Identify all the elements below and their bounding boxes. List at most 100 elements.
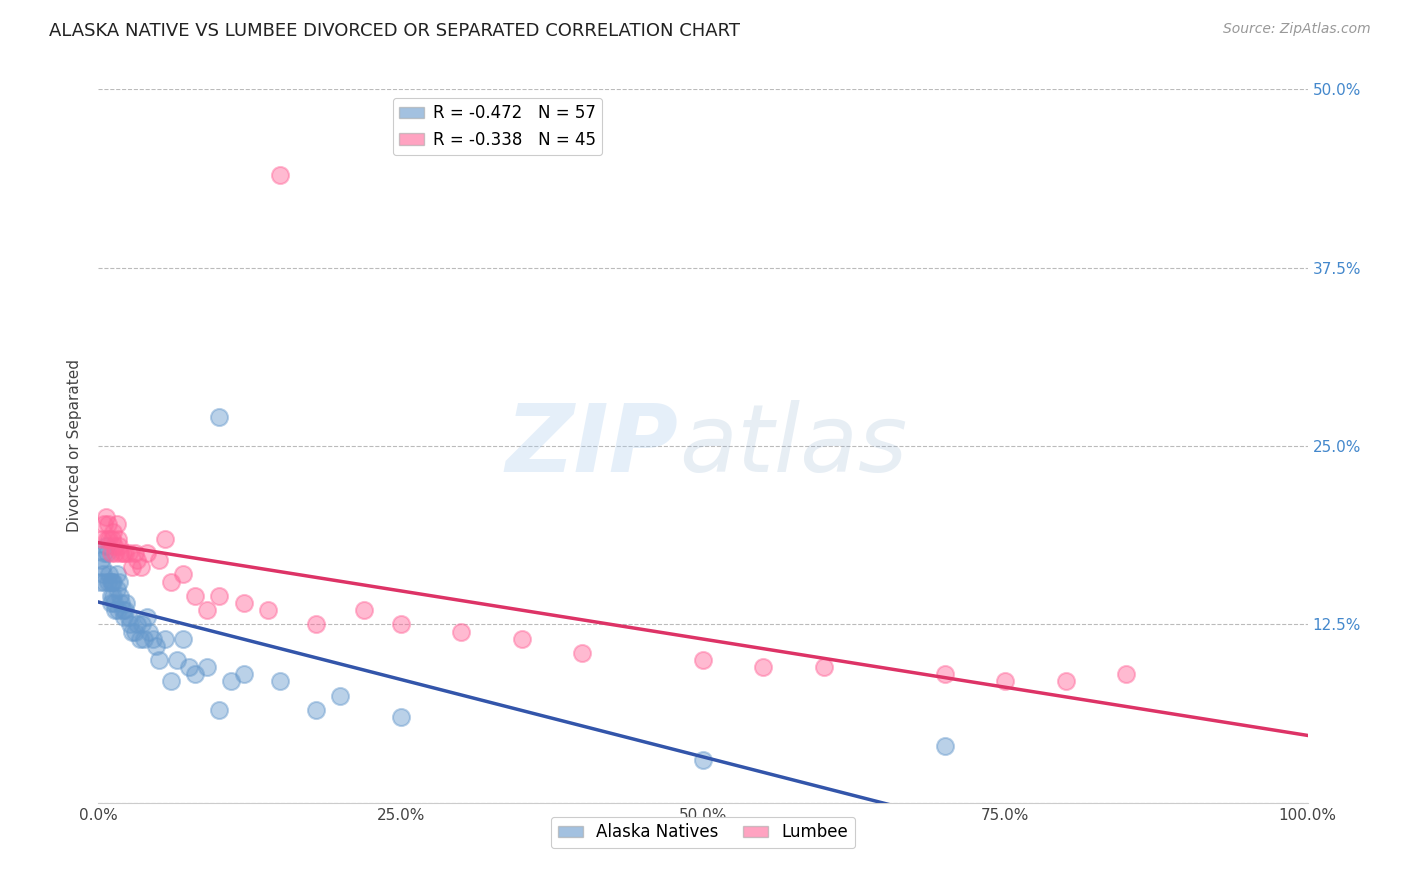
- Point: [101, 574, 124, 589]
- Point: [89, 574, 111, 589]
- Point: [692, 653, 714, 667]
- Point: [127, 617, 149, 632]
- Point: [101, 589, 124, 603]
- Point: [172, 567, 194, 582]
- Point: [103, 539, 125, 553]
- Point: [510, 632, 533, 646]
- Point: [135, 610, 157, 624]
- Point: [96, 546, 118, 560]
- Point: [195, 660, 218, 674]
- Point: [100, 546, 122, 560]
- Point: [104, 603, 127, 617]
- Point: [93, 517, 115, 532]
- Point: [172, 632, 194, 646]
- Point: [353, 603, 375, 617]
- Point: [97, 574, 120, 589]
- Point: [105, 567, 128, 582]
- Point: [994, 674, 1017, 689]
- Point: [160, 574, 183, 589]
- Point: [692, 753, 714, 767]
- Point: [91, 532, 114, 546]
- Point: [389, 710, 412, 724]
- Point: [305, 617, 328, 632]
- Point: [208, 703, 231, 717]
- Point: [103, 596, 125, 610]
- Point: [118, 610, 141, 624]
- Point: [269, 168, 291, 182]
- Point: [96, 532, 118, 546]
- Y-axis label: Divorced or Separated: Divorced or Separated: [67, 359, 83, 533]
- Point: [208, 410, 231, 425]
- Point: [166, 653, 188, 667]
- Point: [269, 674, 291, 689]
- Point: [100, 574, 122, 589]
- Legend: Alaska Natives, Lumbee: Alaska Natives, Lumbee: [551, 817, 855, 848]
- Point: [100, 532, 122, 546]
- Point: [112, 610, 135, 624]
- Point: [101, 524, 124, 539]
- Point: [752, 660, 775, 674]
- Point: [108, 546, 131, 560]
- Point: [179, 660, 201, 674]
- Point: [135, 546, 157, 560]
- Point: [111, 546, 134, 560]
- Point: [100, 574, 122, 589]
- Point: [91, 560, 114, 574]
- Point: [221, 674, 243, 689]
- Point: [115, 596, 138, 610]
- Point: [305, 703, 328, 717]
- Point: [91, 567, 114, 582]
- Point: [107, 603, 129, 617]
- Point: [121, 624, 143, 639]
- Point: [131, 617, 153, 632]
- Point: [134, 632, 156, 646]
- Point: [1115, 667, 1137, 681]
- Point: [93, 546, 115, 560]
- Point: [153, 632, 176, 646]
- Point: [142, 632, 165, 646]
- Text: Source: ZipAtlas.com: Source: ZipAtlas.com: [1223, 22, 1371, 37]
- Point: [128, 632, 150, 646]
- Point: [90, 553, 112, 567]
- Point: [108, 539, 131, 553]
- Text: atlas: atlas: [679, 401, 907, 491]
- Point: [121, 560, 143, 574]
- Point: [124, 546, 146, 560]
- Point: [127, 553, 149, 567]
- Point: [232, 596, 254, 610]
- Point: [184, 589, 207, 603]
- Point: [129, 560, 152, 574]
- Point: [114, 546, 136, 560]
- Point: [97, 517, 120, 532]
- Point: [105, 582, 128, 596]
- Point: [195, 603, 218, 617]
- Point: [98, 532, 121, 546]
- Point: [450, 624, 472, 639]
- Point: [153, 532, 176, 546]
- Point: [108, 574, 131, 589]
- Point: [934, 667, 956, 681]
- Point: [114, 603, 136, 617]
- Point: [148, 653, 170, 667]
- Point: [100, 589, 122, 603]
- Point: [100, 596, 122, 610]
- Point: [232, 667, 254, 681]
- Text: ZIP: ZIP: [506, 400, 679, 492]
- Point: [104, 546, 127, 560]
- Point: [148, 553, 170, 567]
- Point: [110, 596, 132, 610]
- Point: [118, 617, 141, 632]
- Point: [94, 539, 117, 553]
- Point: [184, 667, 207, 681]
- Point: [145, 639, 167, 653]
- Point: [93, 574, 115, 589]
- Point: [571, 646, 593, 660]
- Point: [108, 589, 131, 603]
- Point: [138, 624, 160, 639]
- Point: [208, 589, 231, 603]
- Point: [107, 532, 129, 546]
- Point: [111, 603, 134, 617]
- Point: [105, 517, 128, 532]
- Point: [389, 617, 412, 632]
- Point: [934, 739, 956, 753]
